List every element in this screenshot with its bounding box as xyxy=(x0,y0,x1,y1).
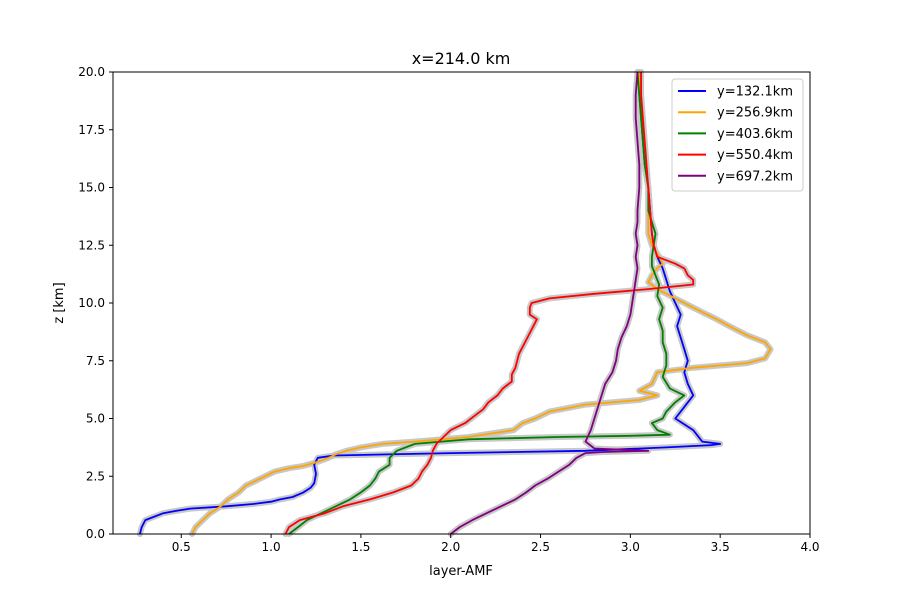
legend: y=132.1km y=256.9km y=403.6km y=550.4km y=69… xyxy=(671,78,804,192)
x-tick-label: 2.5 xyxy=(531,540,550,554)
y-tick-label: 7.5 xyxy=(86,354,105,368)
series-line xyxy=(450,71,650,535)
legend-label: y=550.4km xyxy=(717,148,793,163)
x-tick-label: 3.0 xyxy=(621,540,640,554)
x-tick-label: 1.0 xyxy=(262,540,281,554)
x-tick-label: 2.0 xyxy=(441,540,460,554)
legend-label: y=403.6km xyxy=(717,127,793,142)
legend-box xyxy=(671,78,804,192)
x-tick-label: 1.5 xyxy=(351,540,370,554)
y-axis-label: z [km] xyxy=(52,282,67,323)
legend-label: y=697.2km xyxy=(717,169,793,184)
y-tick-label: 15.0 xyxy=(78,181,105,195)
x-tick-label: 4.0 xyxy=(800,540,819,554)
y-tick-label: 0.0 xyxy=(86,527,105,541)
y-tick-label: 20.0 xyxy=(78,65,105,79)
legend-label: y=132.1km xyxy=(717,85,793,100)
y-tick-label: 5.0 xyxy=(86,412,105,426)
y-tick-label: 2.5 xyxy=(86,469,105,483)
series-line xyxy=(288,71,686,535)
x-tick-label: 3.5 xyxy=(711,540,730,554)
x-axis-ticks: 0.5 1.0 1.5 2.0 2.5 3.0 3.5 4.0 xyxy=(172,534,820,554)
x-axis-label: layer-AMF xyxy=(429,564,493,579)
x-tick-label: 0.5 xyxy=(172,540,191,554)
y-axis-ticks: 0.0 2.5 5.0 7.5 10.0 12.5 15.0 17.5 20.0 xyxy=(78,65,113,541)
chart-title: x=214.0 km xyxy=(412,49,511,68)
series-line xyxy=(284,72,695,535)
y-tick-label: 12.5 xyxy=(78,238,105,252)
series-lines xyxy=(139,71,772,535)
legend-label: y=256.9km xyxy=(717,106,793,121)
y-tick-label: 10.0 xyxy=(78,296,105,310)
y-tick-label: 17.5 xyxy=(78,123,105,137)
